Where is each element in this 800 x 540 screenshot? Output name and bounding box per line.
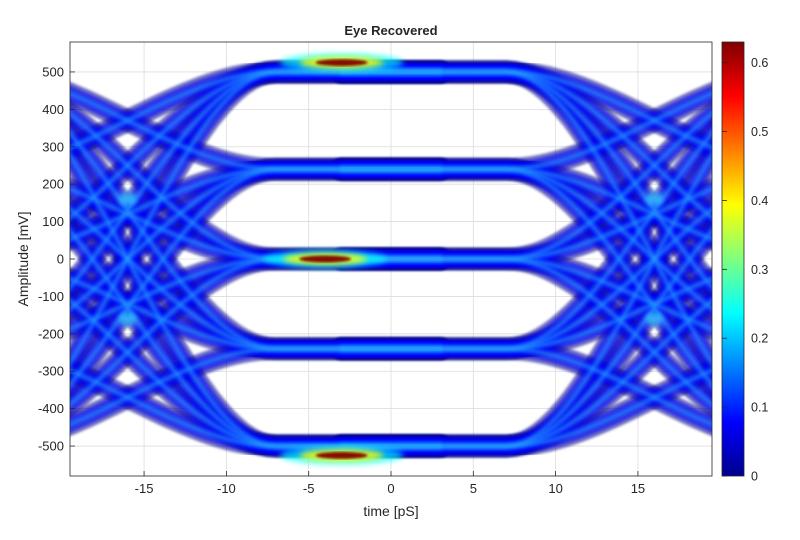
y-axis: -500 -400 -300 -200 -100 0 100 200 300 400 500 (38, 64, 75, 454)
crossing-point (118, 311, 137, 326)
y-tick-label: 0 (57, 252, 64, 267)
colorbar-tick-label: 0.5 (751, 125, 768, 139)
x-tick-label: 10 (548, 481, 562, 496)
x-tick-label: -15 (135, 481, 154, 496)
x-tick-label: 5 (470, 481, 477, 496)
x-tick-label: 15 (631, 481, 645, 496)
y-tick-label: -300 (38, 364, 64, 379)
x-tick-label: -10 (217, 481, 236, 496)
density-hotspot-core (299, 255, 352, 263)
colorbar-tick-label: 0.4 (751, 194, 768, 208)
y-tick-label: 500 (42, 64, 64, 79)
crossing-point (645, 311, 664, 326)
y-tick-label: 400 (42, 102, 64, 117)
eye-density-traces (70, 53, 712, 465)
crossing-point (645, 192, 664, 207)
x-axis-label: time [pS] (363, 503, 418, 519)
x-tick-label: -5 (303, 481, 315, 496)
colorbar-tick-label: 0.6 (751, 56, 768, 70)
colorbar-tick-label: 0 (751, 470, 758, 484)
y-axis-label: Amplitude [mV] (15, 212, 31, 307)
y-tick-label: -200 (38, 326, 64, 341)
density-hotspot-core (315, 451, 368, 459)
y-tick-label: -500 (38, 439, 64, 454)
x-axis: -15 -10 -5 0 5 10 15 (135, 471, 645, 496)
y-tick-label: -400 (38, 401, 64, 416)
x-tick-label: 0 (387, 481, 394, 496)
colorbar-ticks: 0 0.1 0.2 0.3 0.4 0.5 0.6 (722, 56, 768, 484)
y-tick-label: 200 (42, 177, 64, 192)
colorbar (721, 41, 745, 477)
y-tick-label: -100 (38, 289, 64, 304)
chart-title: Eye Recovered (344, 23, 437, 38)
y-tick-label: 100 (42, 214, 64, 229)
crossing-point (118, 192, 137, 207)
colorbar-tick-label: 0.1 (751, 401, 768, 415)
y-tick-label: 300 (42, 139, 64, 154)
density-hotspot-core (315, 59, 368, 67)
colorbar-tick-label: 0.3 (751, 263, 768, 277)
colorbar-tick-label: 0.2 (751, 332, 768, 346)
